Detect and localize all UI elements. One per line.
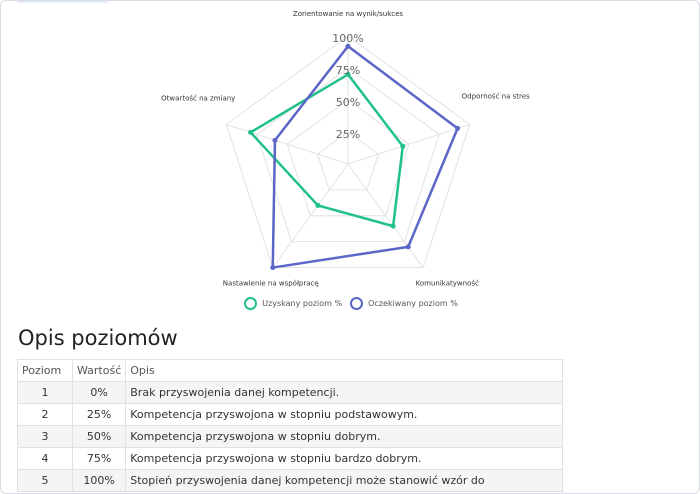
cell-description: Kompetencja przyswojona w stopniu dobrym… [125, 425, 563, 448]
cell-value: 100% [71, 469, 127, 492]
levels-table: Poziom Wartość Opis 1 0% Brak przyswojen… [17, 359, 563, 492]
cell-description: Brak przyswojenia danej kompetencji. [125, 381, 563, 404]
section-title: Opis poziomów [18, 326, 178, 350]
axis-label: Odporność na stres [462, 92, 530, 100]
data-point [345, 71, 351, 77]
tick-label: 25% [336, 128, 360, 141]
cell-description: Kompetencja przyswojona w stopniu podsta… [125, 403, 563, 426]
grid-ring [316, 131, 380, 191]
cell-value: 0% [71, 381, 127, 404]
cell-level: 4 [17, 447, 73, 470]
cell-level: 1 [17, 381, 73, 404]
axis-label: Zorientowanie na wynik/sukces [293, 10, 404, 18]
series-line-1 [271, 44, 459, 269]
data-point [248, 129, 254, 135]
grid-ring [225, 35, 471, 269]
data-point [270, 265, 276, 271]
grid-ring [286, 99, 410, 217]
cell-value: 75% [71, 447, 127, 470]
grid-spoke [272, 163, 349, 268]
data-point [315, 202, 321, 208]
column-header-value: Wartość [71, 359, 127, 382]
legend-item-expected[interactable]: Oczekiwany poziom % [350, 297, 458, 310]
legend-swatch-expected [350, 297, 364, 310]
legend-item-obtained[interactable]: Uzyskany poziom % [244, 297, 342, 310]
table-row: 1 0% Brak przyswojenia danej kompetencji… [17, 381, 563, 404]
top-tab-indicator [17, 1, 109, 3]
table-row: 2 25% Kompetencja przyswojona w stopniu … [17, 403, 563, 426]
table-header-row: Poziom Wartość Opis [17, 359, 563, 382]
grid-spoke [347, 163, 424, 268]
chart-legend: Uzyskany poziom % Oczekiwany poziom % [1, 297, 699, 310]
cell-description: Kompetencja przyswojona w stopniu bardzo… [125, 447, 563, 470]
table-row: 3 50% Kompetencja przyswojona w stopniu … [17, 425, 563, 448]
tick-label: 100% [332, 32, 363, 45]
grid-ring [256, 67, 440, 243]
column-header-level: Poziom [17, 359, 73, 382]
data-point [345, 43, 351, 49]
legend-label-obtained: Uzyskany poziom % [262, 299, 343, 308]
cell-level: 3 [17, 425, 73, 448]
radar-chart: 25% 50% 75% 100% Zorientowanie na wynik/sukc… [161, 10, 530, 288]
legend-swatch-obtained [244, 297, 258, 310]
axis-label: Nastawienie na współpracę [223, 280, 319, 288]
series-line-0 [249, 73, 405, 228]
tick-label: 75% [336, 64, 360, 77]
cell-level: 2 [17, 403, 73, 426]
cell-description: Stopień przyswojenia danej kompetencji m… [125, 469, 563, 492]
tick-label: 50% [336, 96, 360, 109]
axis-label: Komunikatywność [416, 280, 479, 288]
data-point [455, 125, 461, 131]
axis-label: Otwartość na zmiany [161, 94, 235, 102]
data-point [400, 143, 406, 149]
grid-spoke [347, 123, 470, 165]
data-point [390, 223, 396, 229]
table-row: 4 75% Kompetencja przyswojona w stopniu … [17, 447, 563, 470]
column-header-description: Opis [125, 359, 563, 382]
cell-level: 5 [17, 469, 73, 492]
cell-value: 25% [71, 403, 127, 426]
data-point [272, 137, 278, 143]
grid-spoke [226, 123, 349, 165]
table-row: 5 100% Stopień przyswojenia danej kompet… [17, 469, 563, 492]
data-point [405, 244, 411, 250]
cell-value: 50% [71, 425, 127, 448]
legend-label-expected: Oczekiwany poziom % [368, 299, 458, 308]
